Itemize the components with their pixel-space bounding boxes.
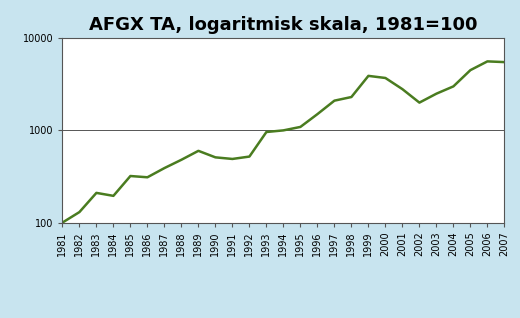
Title: AFGX TA, logaritmisk skala, 1981=100: AFGX TA, logaritmisk skala, 1981=100	[89, 16, 478, 34]
